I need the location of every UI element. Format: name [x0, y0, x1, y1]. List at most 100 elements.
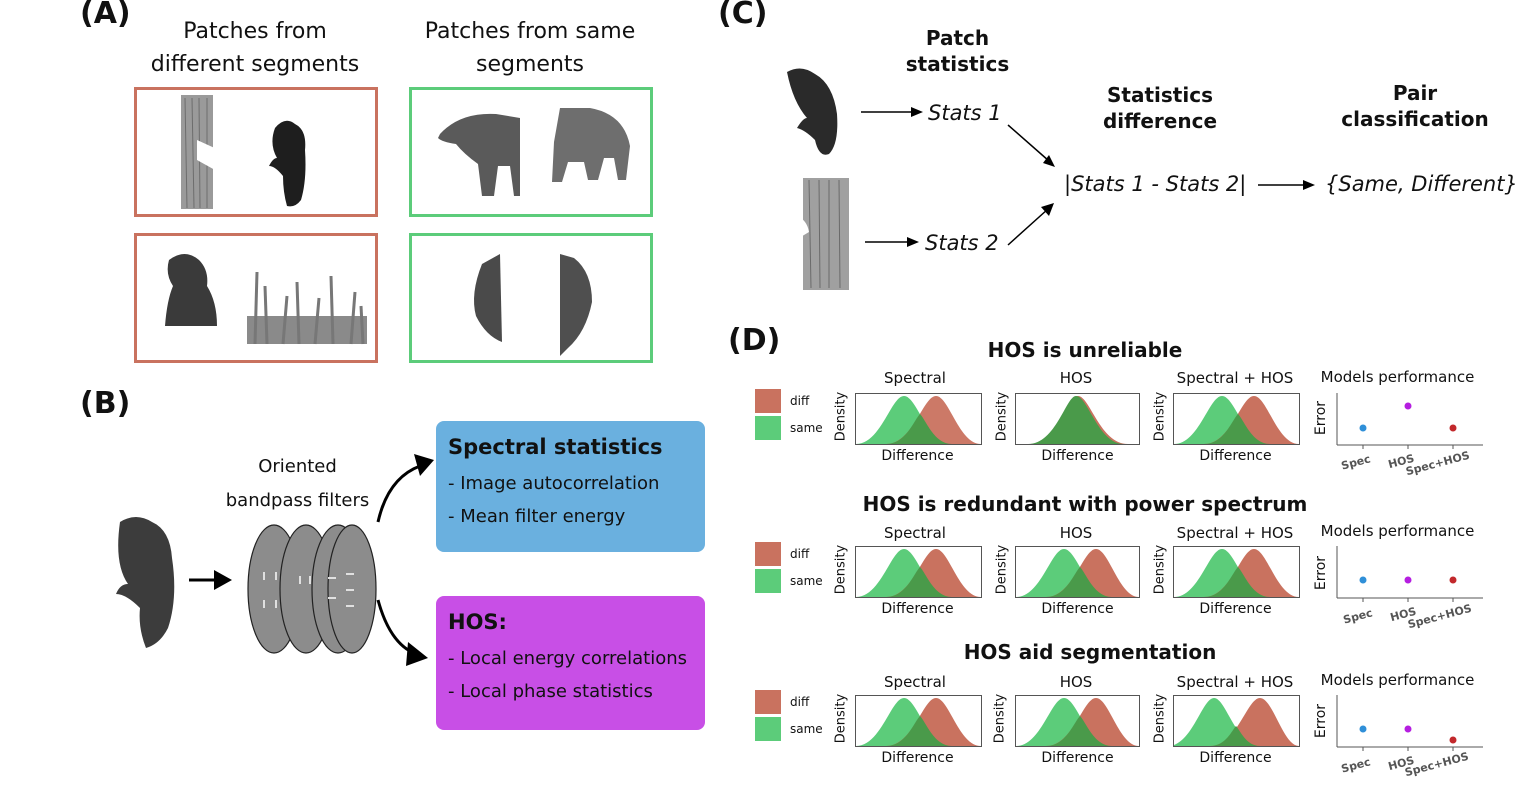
legend-diff-swatch — [755, 389, 781, 413]
stats-difference-expression: |Stats 1 - Stats 2| — [1064, 172, 1247, 196]
walking-bear-patch-image — [438, 108, 630, 196]
pair-classification-heading: Pair classification — [1341, 81, 1489, 131]
models-performance-plot — [1336, 546, 1483, 602]
legend-diff-swatch — [755, 690, 781, 714]
density-plot-spectral — [855, 695, 982, 747]
diff-patch-box-2 — [134, 233, 378, 363]
density-plot-hos — [1015, 393, 1140, 445]
error-axis-label: Error — [1313, 555, 1329, 591]
legend-diff-label: diff — [790, 695, 810, 709]
spectral-hos-plot-title: Spectral + HOS — [1176, 673, 1294, 691]
spectral-item: - Image autocorrelation — [448, 473, 660, 494]
stats1-label: Stats 1 — [928, 101, 1002, 125]
hos-statistics-box: HOS: - Local energy correlations - Local… — [436, 596, 705, 730]
tree-patch-c-image — [797, 178, 849, 290]
spectral-hos-plot-title: Spectral + HOS — [1176, 524, 1294, 542]
pipeline-arrows-icon — [861, 107, 1315, 247]
legend-diff-label: diff — [790, 394, 810, 408]
legend-same-label: same — [790, 574, 823, 588]
diff-patch-box-1 — [134, 87, 378, 217]
spectral-hos-plot-title: Spectral + HOS — [1176, 369, 1294, 387]
same-patch-box-2 — [409, 233, 653, 363]
density-axis-label: Density — [1152, 693, 1168, 744]
hos-error-point — [1404, 576, 1412, 584]
panel-label-d: (D) — [728, 323, 781, 358]
density-axis-label: Density — [833, 544, 849, 595]
legend-same-swatch — [755, 569, 781, 593]
panel-label-b: (B) — [80, 386, 131, 421]
face-halves-patch-image — [474, 254, 592, 356]
models-performance-title: Models performance — [1320, 368, 1475, 386]
spec-error-point — [1359, 424, 1367, 432]
spectral-statistics-box: Spectral statistics - Image autocorrelat… — [436, 421, 705, 552]
density-plot-spectral — [855, 393, 982, 445]
row-title: HOS is redundant with power spectrum — [862, 492, 1308, 516]
spechos-error-point — [1449, 424, 1457, 432]
pair-result-label: {Same, Different} — [1325, 172, 1518, 196]
models-performance-plot — [1336, 695, 1483, 751]
difference-axis-label: Difference — [1041, 448, 1114, 464]
density-axis-label: Density — [992, 693, 1008, 744]
density-plot-spectral-hos — [1173, 393, 1300, 445]
legend-same-swatch — [755, 717, 781, 741]
density-axis-label: Density — [833, 391, 849, 442]
density-axis-label: Density — [1152, 544, 1168, 595]
difference-axis-label: Difference — [1041, 750, 1114, 766]
difference-axis-label: Difference — [881, 601, 954, 617]
different-segments-heading: Patches from different segments — [150, 19, 360, 77]
density-plot-hos — [1015, 695, 1140, 747]
row-title: HOS aid segmentation — [963, 640, 1217, 664]
spec-error-point — [1359, 725, 1367, 733]
difference-axis-label: Difference — [881, 448, 954, 464]
bear-grass-patch-image — [165, 254, 367, 345]
legend-diff-swatch — [755, 542, 781, 566]
filter-bank-icon — [247, 524, 377, 654]
spechos-error-point — [1449, 576, 1457, 584]
error-axis-label: Error — [1313, 703, 1329, 739]
density-axis-label: Density — [994, 544, 1010, 595]
density-axis-label: Density — [1152, 391, 1168, 442]
branch-arrows-icon — [376, 454, 434, 666]
oriented-filters-label: Oriented bandpass filters — [225, 456, 370, 511]
hos-item: - Local phase statistics — [448, 681, 653, 702]
statistics-difference-heading: Statistics difference — [1102, 83, 1218, 133]
density-axis-label: Density — [994, 391, 1010, 442]
hos-error-point — [1404, 725, 1412, 733]
legend-diff-label: diff — [790, 547, 810, 561]
spectral-item: - Mean filter energy — [448, 506, 626, 527]
stats2-label: Stats 2 — [925, 231, 999, 255]
density-axis-label: Density — [833, 693, 849, 744]
same-patch-box-1 — [409, 87, 653, 217]
difference-axis-label: Difference — [1199, 448, 1272, 464]
hos-item: - Local energy correlations — [448, 648, 687, 669]
panel-label-c: (C) — [718, 0, 768, 31]
error-axis-label: Error — [1313, 400, 1329, 436]
spec-error-point — [1359, 576, 1367, 584]
density-plot-spectral — [855, 546, 982, 598]
density-plot-spectral-hos — [1173, 695, 1300, 747]
legend-same-label: same — [790, 421, 823, 435]
density-plot-spectral-hos — [1173, 546, 1300, 598]
spechos-error-point — [1449, 736, 1457, 744]
hos-plot-title: HOS — [1059, 673, 1093, 691]
difference-axis-label: Difference — [1199, 601, 1272, 617]
patch-statistics-heading: Patch statistics — [905, 26, 1010, 76]
legend-same-swatch — [755, 416, 781, 440]
row-title: HOS is unreliable — [987, 338, 1183, 362]
same-segments-heading: Patches from same segments — [424, 19, 636, 77]
models-performance-title: Models performance — [1320, 671, 1475, 689]
bear-silhouette-image — [116, 517, 175, 648]
models-performance-title: Models performance — [1320, 522, 1475, 540]
density-plot-hos — [1015, 546, 1140, 598]
difference-axis-label: Difference — [881, 750, 954, 766]
bear-patch-c-image — [787, 68, 838, 155]
spectral-plot-title: Spectral — [884, 673, 946, 691]
hos-plot-title: HOS — [1059, 369, 1093, 387]
tree-bear-patch-image — [181, 95, 306, 209]
spectral-statistics-title: Spectral statistics — [448, 435, 663, 459]
hos-statistics-title: HOS: — [448, 610, 507, 634]
hos-plot-title: HOS — [1059, 524, 1093, 542]
spectral-plot-title: Spectral — [884, 369, 946, 387]
legend-same-label: same — [790, 722, 823, 736]
arrow-to-filters-icon — [189, 570, 232, 590]
